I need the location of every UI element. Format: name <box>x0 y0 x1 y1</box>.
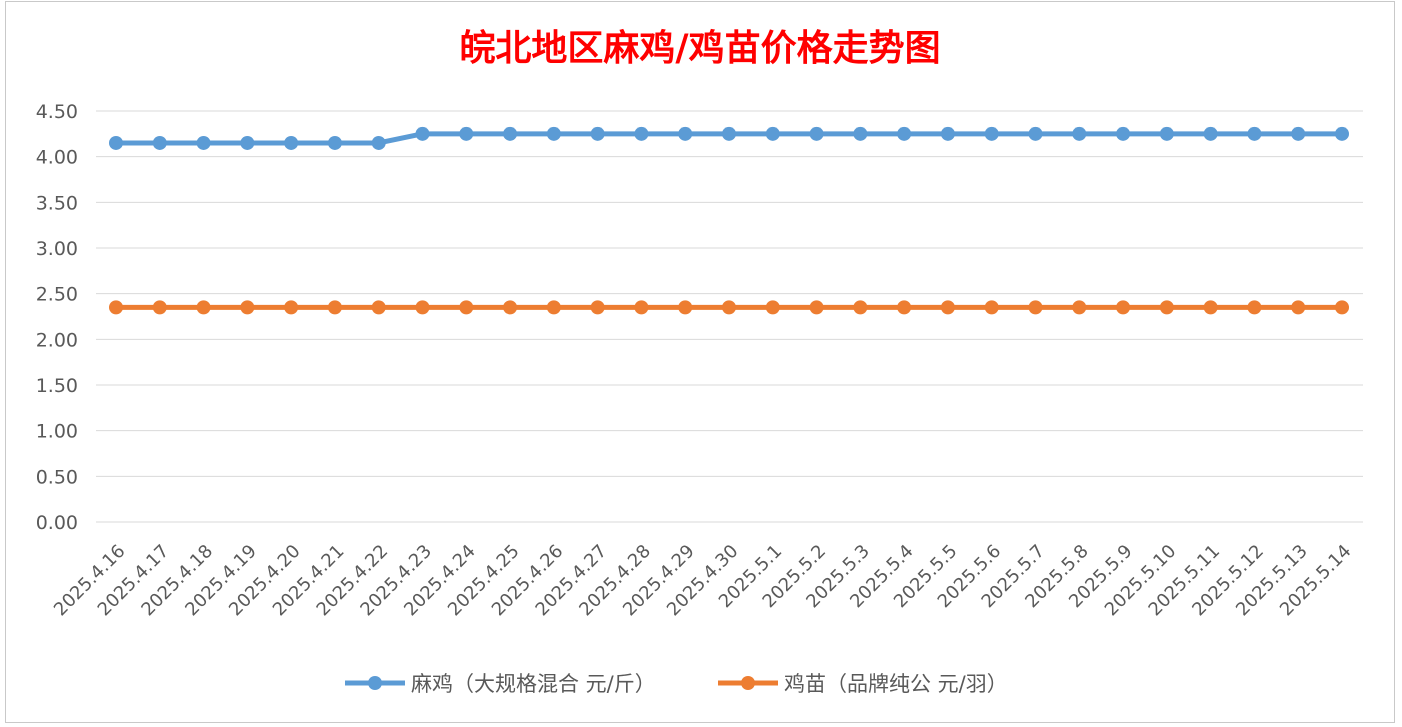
data-point[interactable] <box>415 300 430 315</box>
series-lines <box>109 126 1349 315</box>
data-point[interactable] <box>678 300 693 315</box>
data-point[interactable] <box>722 300 736 315</box>
data-point[interactable] <box>1116 126 1131 141</box>
data-point[interactable] <box>196 135 211 150</box>
data-point[interactable] <box>1072 300 1087 315</box>
data-point[interactable] <box>546 126 561 141</box>
data-point[interactable] <box>152 135 167 150</box>
data-point[interactable] <box>897 300 912 315</box>
data-point[interactable] <box>1247 126 1262 141</box>
data-point[interactable] <box>678 126 693 141</box>
legend-item-series-2[interactable]: 鸡苗（品牌纯公 元/羽） <box>718 672 1008 696</box>
data-point[interactable] <box>590 300 605 315</box>
data-point[interactable] <box>327 135 342 150</box>
data-point[interactable] <box>940 300 955 315</box>
data-point[interactable] <box>853 300 868 315</box>
data-point[interactable] <box>240 135 255 150</box>
data-point[interactable] <box>284 135 299 150</box>
data-point[interactable] <box>371 135 386 150</box>
data-point[interactable] <box>1203 126 1218 141</box>
data-point[interactable] <box>1028 300 1043 315</box>
legend-item-series-1[interactable]: 麻鸡（大规格混合 元/斤） <box>345 672 656 696</box>
y-tick-label: 2.50 <box>36 284 78 306</box>
data-point[interactable] <box>546 300 561 315</box>
chart-container[interactable] <box>5 1 1395 723</box>
y-tick-label: 0.50 <box>36 466 78 488</box>
data-point[interactable] <box>1291 300 1306 315</box>
data-point[interactable] <box>459 300 474 315</box>
data-point[interactable] <box>109 300 123 315</box>
legend-label-series-1: 麻鸡（大规格混合 元/斤） <box>411 672 656 696</box>
y-tick-label: 3.50 <box>36 192 78 214</box>
data-point[interactable] <box>984 126 999 141</box>
data-point[interactable] <box>634 126 649 141</box>
data-point[interactable] <box>109 135 123 150</box>
data-point[interactable] <box>809 126 824 141</box>
y-tick-label: 2.00 <box>36 329 78 351</box>
y-tick-label: 4.00 <box>36 147 78 169</box>
legend-dot-marker <box>368 676 382 690</box>
data-point[interactable] <box>853 126 868 141</box>
data-point[interactable] <box>1335 126 1349 141</box>
y-tick-label: 1.00 <box>36 421 78 443</box>
legend-label-series-2: 鸡苗（品牌纯公 元/羽） <box>784 672 1008 696</box>
data-point[interactable] <box>1116 300 1131 315</box>
data-point[interactable] <box>503 126 518 141</box>
data-point[interactable] <box>984 300 999 315</box>
y-axis-tick-labels: 0.00 0.50 1.00 1.50 2.00 2.50 3.00 3.50 4.00 4.50 <box>36 101 78 534</box>
x-axis-tick-labels: 2025.4.162025.4.172025.4.182025.4.192025… <box>50 541 1356 621</box>
data-point[interactable] <box>1159 126 1174 141</box>
data-point[interactable] <box>1247 300 1262 315</box>
data-point[interactable] <box>415 126 430 141</box>
data-point[interactable] <box>327 300 342 315</box>
y-tick-label: 3.00 <box>36 238 78 260</box>
data-point[interactable] <box>1291 126 1306 141</box>
data-point[interactable] <box>240 300 255 315</box>
data-point[interactable] <box>1335 300 1349 315</box>
data-point[interactable] <box>722 126 736 141</box>
series-2 <box>109 300 1349 315</box>
data-point[interactable] <box>196 300 211 315</box>
data-point[interactable] <box>152 300 167 315</box>
series-1 <box>109 126 1349 150</box>
chart-title: 皖北地区麻鸡/鸡苗价格走势图 <box>459 27 940 69</box>
y-tick-label: 0.00 <box>36 512 78 534</box>
data-point[interactable] <box>459 126 474 141</box>
data-point[interactable] <box>1203 300 1218 315</box>
data-point[interactable] <box>940 126 955 141</box>
data-point[interactable] <box>503 300 518 315</box>
data-point[interactable] <box>809 300 824 315</box>
legend: 麻鸡（大规格混合 元/斤） 鸡苗（品牌纯公 元/羽） <box>345 672 1008 696</box>
gridlines <box>96 110 1363 523</box>
data-point[interactable] <box>1028 126 1043 141</box>
data-point[interactable] <box>1072 126 1087 141</box>
data-point[interactable] <box>765 300 780 315</box>
data-point[interactable] <box>765 126 780 141</box>
legend-dot-marker <box>741 676 755 690</box>
data-point[interactable] <box>634 300 649 315</box>
data-point[interactable] <box>1159 300 1174 315</box>
y-tick-label: 4.50 <box>36 101 78 123</box>
data-point[interactable] <box>371 300 386 315</box>
data-point[interactable] <box>590 126 605 141</box>
data-point[interactable] <box>897 126 912 141</box>
data-point[interactable] <box>284 300 299 315</box>
y-tick-label: 1.50 <box>36 375 78 397</box>
